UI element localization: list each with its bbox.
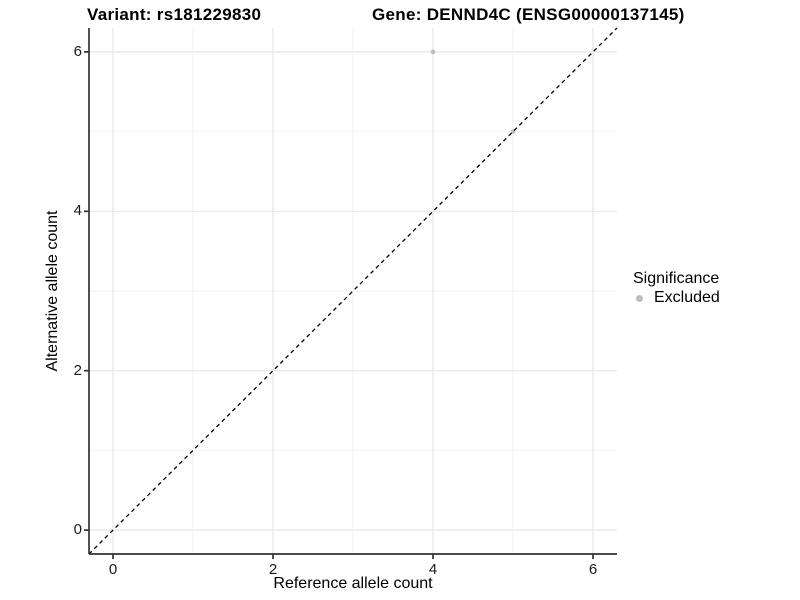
excluded-point-icon xyxy=(636,294,643,302)
x-axis-title: Reference allele count xyxy=(273,575,433,592)
y-tick-label: 0 xyxy=(73,521,82,539)
legend: Significance Excluded xyxy=(631,270,720,307)
y-tick-label: 2 xyxy=(73,361,82,379)
x-tick-label: 4 xyxy=(428,561,438,578)
y-tick-label: 4 xyxy=(73,202,82,220)
data-point xyxy=(430,49,436,55)
legend-entry-label: Excluded xyxy=(654,289,720,306)
x-tick-label: 6 xyxy=(588,561,598,578)
x-tick-label: 0 xyxy=(108,561,118,578)
x-tick-label: 2 xyxy=(268,561,278,578)
legend-entry-excluded: Excluded xyxy=(631,289,720,307)
plot-title-gene: Gene: DENND4C (ENSG00000137145) xyxy=(372,5,685,24)
legend-title: Significance xyxy=(633,270,720,287)
legend-key xyxy=(631,290,648,307)
y-axis-title: Alternative allele count xyxy=(44,210,61,372)
plot-title-variant: Variant: rs181229830 xyxy=(87,5,262,24)
y-tick-label: 6 xyxy=(73,42,82,60)
